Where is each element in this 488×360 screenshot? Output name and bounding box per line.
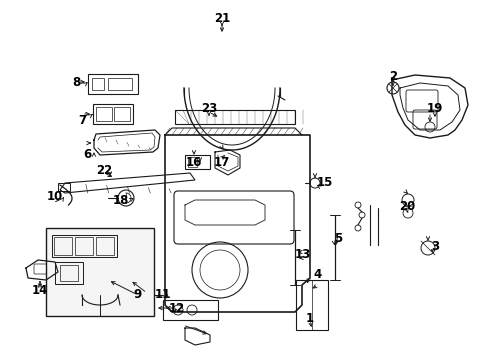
Bar xyxy=(184,155,209,169)
Bar xyxy=(75,237,93,255)
Text: 12: 12 xyxy=(168,302,185,315)
Bar xyxy=(187,157,197,167)
Text: 20: 20 xyxy=(398,201,414,213)
Bar xyxy=(52,235,117,257)
Bar xyxy=(163,300,218,320)
Text: 7: 7 xyxy=(78,113,86,126)
Bar xyxy=(46,228,154,316)
Text: 18: 18 xyxy=(113,194,129,207)
Text: 13: 13 xyxy=(294,248,310,261)
Text: 16: 16 xyxy=(185,157,202,170)
Bar xyxy=(96,237,114,255)
Bar xyxy=(58,183,70,191)
Bar xyxy=(114,107,130,121)
Text: 9: 9 xyxy=(134,288,142,302)
Bar xyxy=(175,110,294,124)
Text: 22: 22 xyxy=(96,163,112,176)
Bar xyxy=(60,265,78,281)
Text: 14: 14 xyxy=(32,284,48,297)
Text: 10: 10 xyxy=(47,190,63,203)
Bar xyxy=(295,280,327,330)
Text: 5: 5 xyxy=(333,231,342,244)
Bar xyxy=(54,237,72,255)
Bar xyxy=(88,74,138,94)
Text: 17: 17 xyxy=(213,156,230,168)
Text: 6: 6 xyxy=(82,148,91,162)
Text: 23: 23 xyxy=(201,102,217,114)
Bar xyxy=(108,78,132,90)
Text: 15: 15 xyxy=(316,176,332,189)
Text: 3: 3 xyxy=(430,240,438,253)
Text: 8: 8 xyxy=(72,76,80,89)
Bar xyxy=(55,262,83,284)
Text: 1: 1 xyxy=(305,311,313,324)
Bar xyxy=(96,107,112,121)
Text: 19: 19 xyxy=(426,102,442,114)
Text: 11: 11 xyxy=(155,288,171,302)
Text: 2: 2 xyxy=(388,69,396,82)
Text: 4: 4 xyxy=(313,267,322,280)
Bar xyxy=(92,78,104,90)
Bar xyxy=(93,104,133,124)
Text: 21: 21 xyxy=(213,12,230,24)
